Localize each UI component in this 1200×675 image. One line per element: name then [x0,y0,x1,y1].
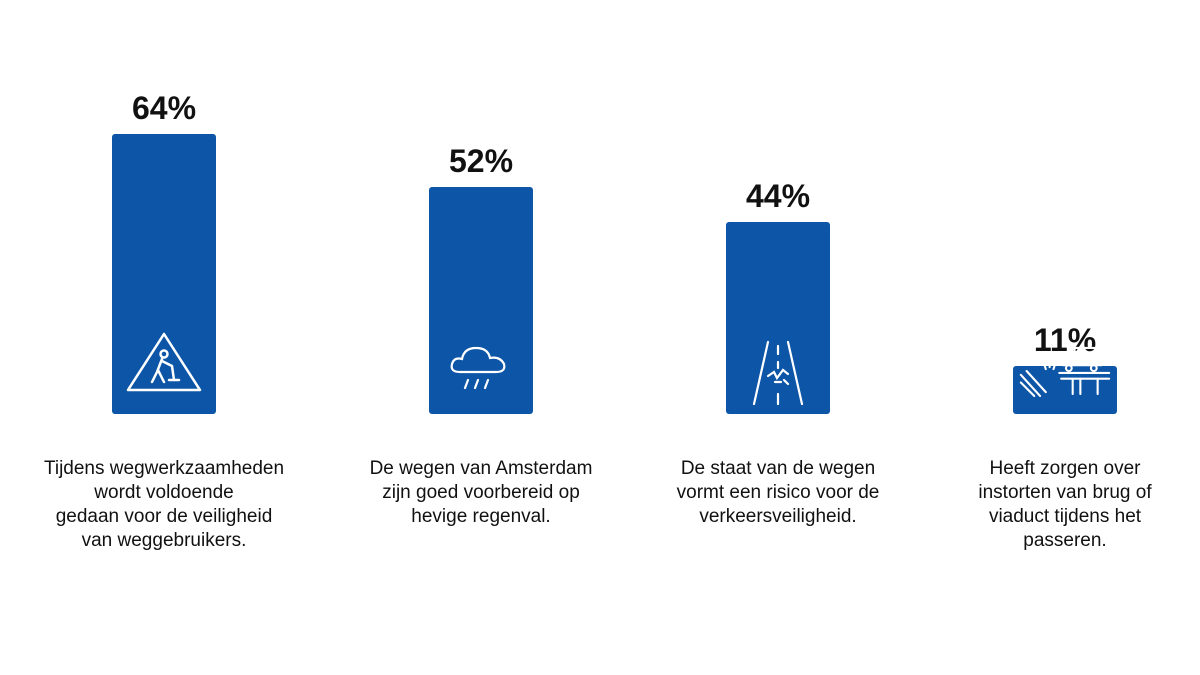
category-label-line: instorten van brug of [978,482,1152,503]
category-label-line: Heeft zorgen over [989,458,1141,479]
category-label-line: passeren. [1023,530,1107,551]
value-label-3: 44% [745,177,811,214]
value-label-1: 64% [131,90,197,126]
category-label-line: De wegen van Amsterdam [369,458,593,479]
category-label-1: Tijdens wegwerkzaamheden wordt voldoende g… [29,457,299,553]
rain-cloud-icon [429,340,533,401]
category-label-4: Heeft zorgen over instorten van brug of vi… [930,457,1200,553]
category-label-3: De staat van de wegen vormt een risico vo… [643,457,913,529]
category-label-line: vormt een risico voor de [676,482,880,503]
category-label-line: gedaan voor de veiligheid [55,506,273,527]
category-label-line: zijn goed voorbereid op [382,482,580,503]
category-label-line: hevige regenval. [411,506,551,527]
bar-2 [429,186,533,414]
damaged-road-icon [726,338,830,413]
bar-1 [112,134,216,414]
value-label-2: 52% [448,142,514,179]
category-label-line: verkeersveiligheid. [699,506,857,527]
category-label-2: De wegen van Amsterdam zijn goed voorbere… [346,457,616,529]
truck-on-collapsing-bridge-icon [1013,342,1117,405]
category-label-line: wordt voldoende [94,482,234,503]
category-label-line: van weggebruikers. [81,530,247,551]
category-label-line: De staat van de wegen [680,458,876,479]
category-label-line: viaduct tijdens het [988,506,1142,527]
value-label-4: 11% [1033,321,1097,358]
road-works-warning-icon [112,330,216,399]
category-label-line: Tijdens wegwerkzaamheden [43,458,285,479]
